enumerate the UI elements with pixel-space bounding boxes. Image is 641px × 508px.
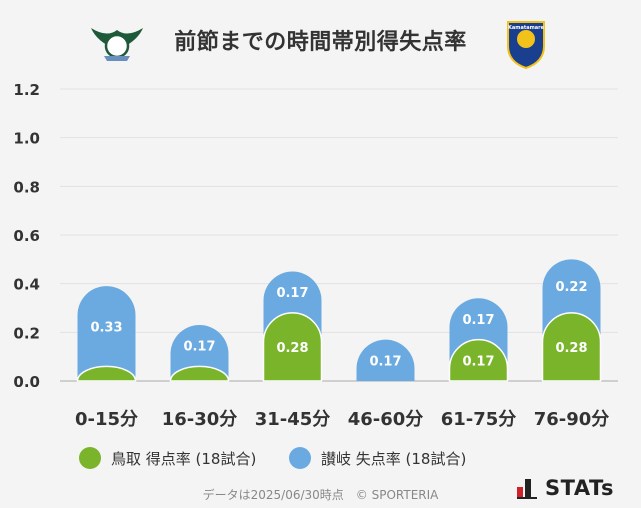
y-tick-label: 0.2 xyxy=(13,324,40,342)
y-tick-label: 1.2 xyxy=(13,81,40,99)
legend-label-tottori: 鳥取 得点率 (18試合) xyxy=(111,449,257,468)
data-label-sanuki: 0.17 xyxy=(276,286,308,301)
data-label-tottori: 0.28 xyxy=(276,341,308,356)
stats-brand-text: STATs xyxy=(545,476,614,500)
x-tick-label: 16-30分 xyxy=(162,409,238,430)
legend-label-sanuki: 讃岐 失点率 (18試合) xyxy=(321,449,467,468)
y-tick-label: 0.8 xyxy=(13,178,40,196)
x-tick-label: 0-15分 xyxy=(75,409,138,430)
x-tick-label: 61-75分 xyxy=(441,409,517,430)
data-label-sanuki: 0.22 xyxy=(555,280,587,295)
bar-tottori xyxy=(169,365,230,382)
legend-swatch-tottori xyxy=(79,447,101,469)
legend-swatch-sanuki xyxy=(289,447,311,469)
x-tick-label: 76-90分 xyxy=(534,409,610,430)
y-tick-label: 0.6 xyxy=(13,227,40,245)
bar-tottori xyxy=(76,365,137,382)
club-logo-right-text: Kamatamare xyxy=(508,25,545,31)
data-label-sanuki: 0.17 xyxy=(462,313,494,328)
x-tick-label: 46-60分 xyxy=(348,409,424,430)
club-logo-right: Kamatamare xyxy=(507,21,545,70)
bar-sanuki xyxy=(170,325,229,381)
y-tick-label: 1.0 xyxy=(13,130,40,148)
club-logo-left xyxy=(91,28,143,61)
club-logo-left-ribbon xyxy=(104,56,130,61)
bar-tottori xyxy=(541,312,602,382)
x-tick-label: 31-45分 xyxy=(255,409,331,430)
data-label-sanuki: 0.17 xyxy=(369,354,401,369)
data-label-sanuki: 0.17 xyxy=(183,340,215,355)
bar-tottori xyxy=(448,338,509,382)
data-label-tottori: 0.28 xyxy=(555,341,587,356)
data-label-tottori: 0.17 xyxy=(462,354,494,369)
club-logo-left-ball xyxy=(104,33,130,59)
bar-sanuki xyxy=(77,286,136,381)
legend-item-sanuki: 讃岐 失点率 (18試合) xyxy=(289,447,466,469)
y-tick-label: 0.4 xyxy=(13,276,40,294)
bar-sanuki xyxy=(356,339,415,381)
y-tick-label: 0.0 xyxy=(13,373,40,391)
stats-logo: STATs xyxy=(517,476,614,500)
chart-title: 前節までの時間帯別得失点率 xyxy=(174,30,467,55)
bar-tottori xyxy=(262,312,323,382)
legend-item-tottori: 鳥取 得点率 (18試合) xyxy=(79,447,256,469)
stats-bars-icon xyxy=(517,477,539,499)
data-label-sanuki: 0.33 xyxy=(90,320,122,335)
club-logo-right-sun xyxy=(517,30,535,48)
footer-note: データは2025/06/30時点 © SPORTERIA xyxy=(202,488,439,502)
